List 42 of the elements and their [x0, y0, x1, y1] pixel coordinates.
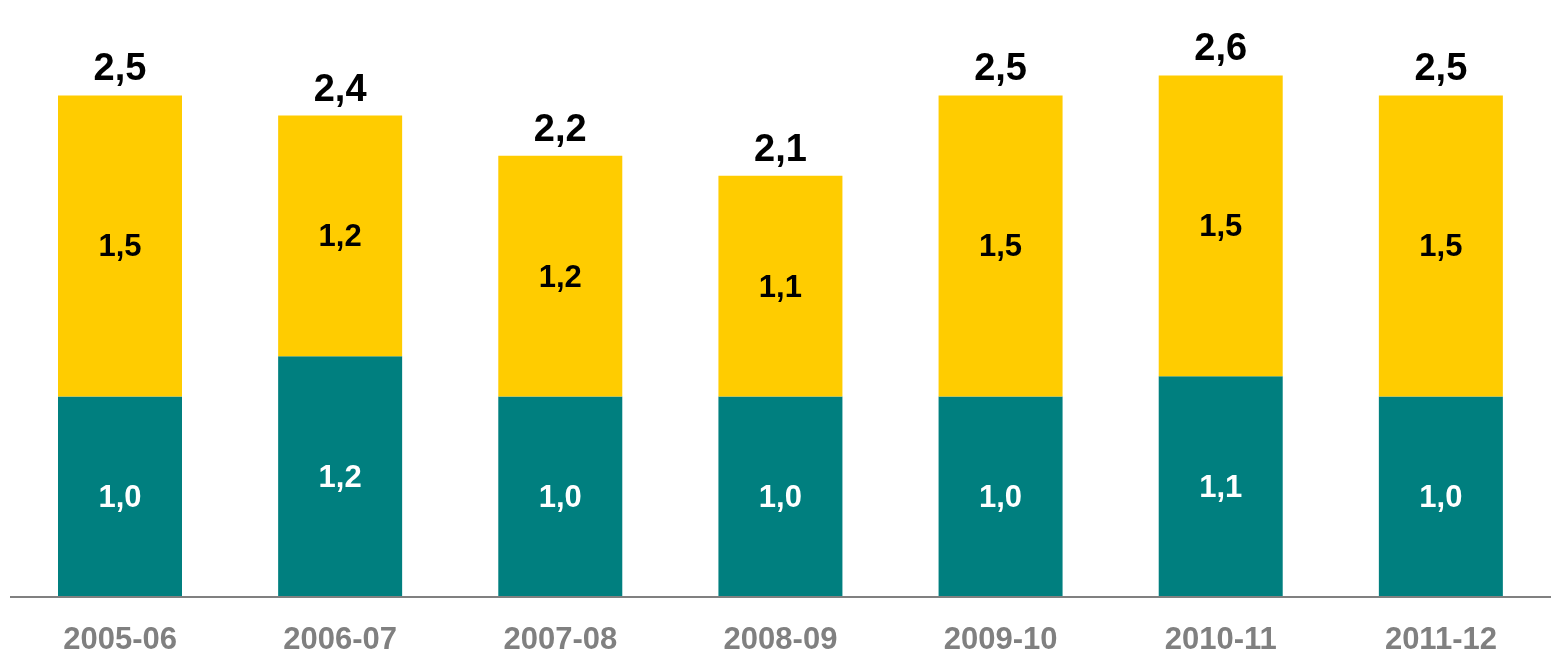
x-tick-label: 2010-11 [1164, 621, 1277, 657]
bar [58, 396, 182, 597]
data-label: 1,2 [318, 459, 362, 495]
data-label: 1,5 [979, 228, 1023, 264]
bar [58, 95, 182, 397]
bar [1158, 376, 1283, 597]
data-label: 1,5 [1199, 208, 1243, 244]
bar [1378, 396, 1503, 597]
x-tick-label: 2011-12 [1384, 621, 1497, 657]
x-tick-label: 2009-10 [943, 621, 1058, 657]
bar [1378, 95, 1503, 397]
data-label: 1,1 [1199, 469, 1243, 505]
bar [1158, 75, 1283, 377]
data-label: 1,0 [98, 479, 142, 515]
data-label: 1,0 [1419, 479, 1463, 515]
bar [278, 115, 403, 357]
bar [718, 396, 843, 597]
data-label: 1,0 [538, 479, 582, 515]
data-label: 1,0 [758, 479, 802, 515]
total-label: 2,1 [754, 126, 807, 169]
data-label: 1,5 [98, 228, 142, 264]
bar [938, 95, 1063, 397]
data-label: 1,1 [758, 268, 802, 304]
bar [718, 175, 843, 397]
bar [278, 356, 403, 597]
bar [498, 155, 623, 397]
x-tick-label: 2008-09 [723, 621, 838, 657]
data-label: 1,5 [1419, 228, 1463, 264]
bar [498, 396, 623, 597]
total-label: 2,4 [313, 66, 367, 109]
bar [938, 396, 1063, 597]
total-label: 2,2 [533, 106, 587, 149]
x-tick-label: 2005-06 [63, 621, 177, 657]
x-tick-label: 2007-08 [503, 621, 618, 657]
x-tick-label: 2006-07 [283, 621, 398, 657]
total-label: 2,6 [1194, 26, 1248, 69]
total-label: 2,5 [974, 46, 1027, 89]
data-label: 1,2 [318, 218, 362, 254]
total-label: 2,5 [1414, 46, 1468, 89]
data-label: 1,0 [979, 479, 1023, 515]
data-label: 1,2 [538, 258, 582, 294]
total-label: 2,5 [93, 46, 147, 89]
